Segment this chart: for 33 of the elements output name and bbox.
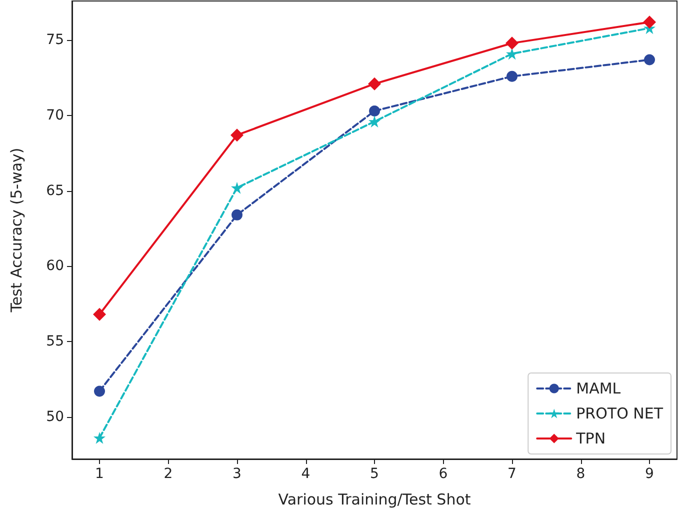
x-tick-label: 7 xyxy=(508,466,516,482)
y-axis-title: Test Accuracy (5-way) xyxy=(8,148,26,314)
y-tick-label: 65 xyxy=(46,182,64,199)
point xyxy=(506,70,518,82)
point xyxy=(368,77,381,90)
x-tick-label: 2 xyxy=(164,466,173,482)
point xyxy=(94,432,106,444)
point xyxy=(93,308,106,321)
x-tick-label: 3 xyxy=(232,466,242,482)
point xyxy=(506,36,518,50)
y-tick-label: 50 xyxy=(46,408,64,425)
legend-label: PROTO NET xyxy=(576,404,664,422)
x-tick-label: 4 xyxy=(301,466,310,482)
x-tick-label: 9 xyxy=(645,466,654,482)
x-axis-title: Various Training/Test Shot xyxy=(278,490,471,508)
point xyxy=(94,386,105,397)
point xyxy=(643,16,656,29)
point xyxy=(231,182,243,194)
point xyxy=(644,54,655,66)
x-tick-label: 6 xyxy=(438,466,448,482)
y-tick-label: 70 xyxy=(46,108,64,124)
point xyxy=(369,105,380,116)
legend-label: MAML xyxy=(576,380,622,398)
y-tick-label: 60 xyxy=(46,258,64,274)
x-tick-label: 8 xyxy=(576,466,586,482)
x-tick-label: 5 xyxy=(370,466,379,482)
y-tick-label: 55 xyxy=(46,333,64,350)
point xyxy=(232,209,242,220)
point xyxy=(368,116,380,128)
x-tick-label: 1 xyxy=(95,466,104,482)
point xyxy=(230,128,244,142)
legend-label: TPN xyxy=(575,430,606,448)
y-tick-label: 75 xyxy=(46,32,64,48)
